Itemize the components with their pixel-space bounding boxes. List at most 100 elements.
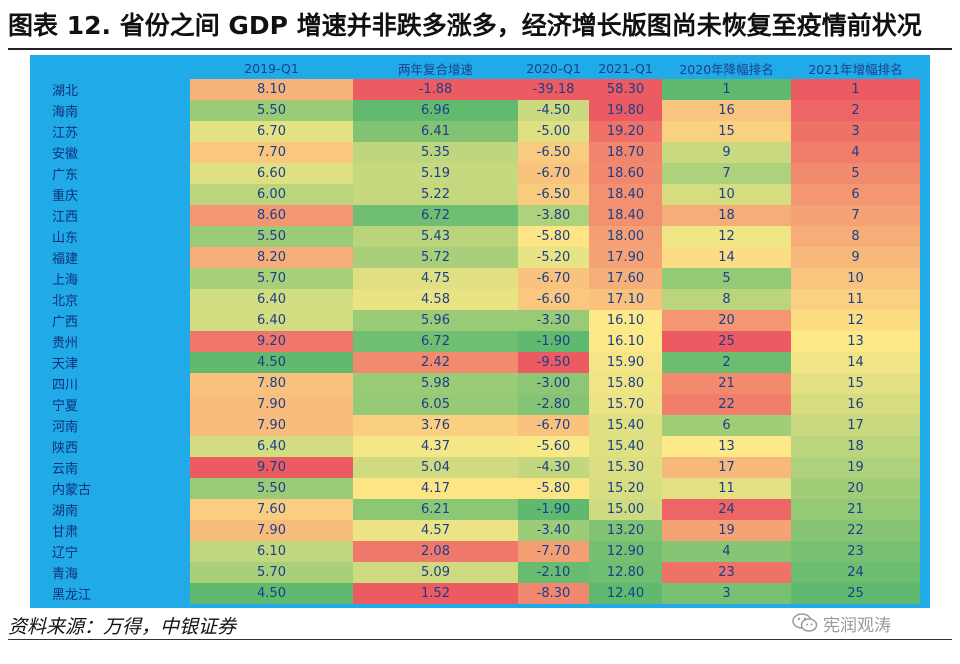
table-row: 安徽 7.70 5.35 -6.50 18.70 9 4 bbox=[50, 142, 920, 163]
rank-2020-drop-cell: 9 bbox=[662, 142, 791, 163]
title-rule bbox=[8, 48, 952, 50]
gdp-2021-q1-cell: 15.40 bbox=[589, 415, 662, 436]
gdp-2019-q1-cell: 6.00 bbox=[190, 184, 353, 205]
two-year-cagr-cell: 6.72 bbox=[353, 205, 518, 226]
gdp-2021-q1-cell: 15.80 bbox=[589, 373, 662, 394]
gdp-2020-q1-cell: -6.60 bbox=[518, 289, 589, 310]
province-cell: 贵州 bbox=[50, 331, 190, 352]
rank-2020-drop-cell: 7 bbox=[662, 163, 791, 184]
rank-2021-growth-cell: 13 bbox=[791, 331, 920, 352]
two-year-cagr-cell: 5.09 bbox=[353, 562, 518, 583]
province-cell: 青海 bbox=[50, 562, 190, 583]
province-cell: 山东 bbox=[50, 226, 190, 247]
province-cell: 江西 bbox=[50, 205, 190, 226]
rank-2020-drop-cell: 1 bbox=[662, 79, 791, 100]
gdp-2020-q1-cell: -4.30 bbox=[518, 457, 589, 478]
rank-2021-growth-cell: 10 bbox=[791, 268, 920, 289]
rank-2020-drop-cell: 24 bbox=[662, 499, 791, 520]
province-cell: 宁夏 bbox=[50, 394, 190, 415]
gdp-2019-q1-cell: 7.80 bbox=[190, 373, 353, 394]
province-cell: 安徽 bbox=[50, 142, 190, 163]
source-rule bbox=[8, 639, 952, 640]
table-row: 北京 6.40 4.58 -6.60 17.10 8 11 bbox=[50, 289, 920, 310]
rank-2020-drop-cell: 11 bbox=[662, 478, 791, 499]
rank-2020-drop-cell: 8 bbox=[662, 289, 791, 310]
gdp-2019-q1-cell: 6.10 bbox=[190, 541, 353, 562]
province-cell: 海南 bbox=[50, 100, 190, 121]
two-year-cagr-cell: 4.17 bbox=[353, 478, 518, 499]
rank-2021-growth-cell: 6 bbox=[791, 184, 920, 205]
gdp-2021-q1-cell: 17.60 bbox=[589, 268, 662, 289]
rank-2020-drop-cell: 23 bbox=[662, 562, 791, 583]
province-cell: 内蒙古 bbox=[50, 478, 190, 499]
province-cell: 黑龙江 bbox=[50, 583, 190, 604]
rank-2021-growth-cell: 8 bbox=[791, 226, 920, 247]
header-two-year-cagr: 两年复合增速 bbox=[353, 58, 518, 79]
gdp-2019-q1-cell: 8.20 bbox=[190, 247, 353, 268]
gdp-2020-q1-cell: -1.90 bbox=[518, 331, 589, 352]
header-2021-q1: 2021-Q1 bbox=[589, 58, 662, 79]
two-year-cagr-cell: 6.21 bbox=[353, 499, 518, 520]
two-year-cagr-cell: 3.76 bbox=[353, 415, 518, 436]
two-year-cagr-cell: 4.57 bbox=[353, 520, 518, 541]
province-cell: 重庆 bbox=[50, 184, 190, 205]
table-row: 广西 6.40 5.96 -3.30 16.10 20 12 bbox=[50, 310, 920, 331]
gdp-2019-q1-cell: 8.10 bbox=[190, 79, 353, 100]
gdp-2021-q1-cell: 13.20 bbox=[589, 520, 662, 541]
gdp-2021-q1-cell: 17.10 bbox=[589, 289, 662, 310]
gdp-2019-q1-cell: 5.50 bbox=[190, 478, 353, 499]
province-cell: 辽宁 bbox=[50, 541, 190, 562]
table-row: 海南 5.50 6.96 -4.50 19.80 16 2 bbox=[50, 100, 920, 121]
gdp-2021-q1-cell: 18.00 bbox=[589, 226, 662, 247]
figure-title: 图表 12. 省份之间 GDP 增速并非跌多涨多，经济增长版图尚未恢复至疫情前状… bbox=[8, 11, 922, 40]
gdp-2020-q1-cell: -2.80 bbox=[518, 394, 589, 415]
rank-2021-growth-cell: 19 bbox=[791, 457, 920, 478]
rank-2020-drop-cell: 10 bbox=[662, 184, 791, 205]
gdp-2019-q1-cell: 7.90 bbox=[190, 520, 353, 541]
wechat-icon bbox=[792, 613, 818, 632]
gdp-2019-q1-cell: 5.50 bbox=[190, 100, 353, 121]
header-row: 2019-Q1 两年复合增速 2020-Q1 2021-Q1 2020年降幅排名… bbox=[50, 58, 920, 79]
gdp-2020-q1-cell: -3.80 bbox=[518, 205, 589, 226]
table-row: 江西 8.60 6.72 -3.80 18.40 18 7 bbox=[50, 205, 920, 226]
header-2020-drop-rank: 2020年降幅排名 bbox=[662, 58, 791, 79]
table-row: 甘肃 7.90 4.57 -3.40 13.20 19 22 bbox=[50, 520, 920, 541]
gdp-2020-q1-cell: -1.90 bbox=[518, 499, 589, 520]
province-cell: 陕西 bbox=[50, 436, 190, 457]
gdp-2019-q1-cell: 6.40 bbox=[190, 436, 353, 457]
two-year-cagr-cell: 4.75 bbox=[353, 268, 518, 289]
two-year-cagr-cell: 5.19 bbox=[353, 163, 518, 184]
table-row: 湖南 7.60 6.21 -1.90 15.00 24 21 bbox=[50, 499, 920, 520]
table-row: 福建 8.20 5.72 -5.20 17.90 14 9 bbox=[50, 247, 920, 268]
two-year-cagr-cell: 1.52 bbox=[353, 583, 518, 604]
table-row: 上海 5.70 4.75 -6.70 17.60 5 10 bbox=[50, 268, 920, 289]
two-year-cagr-cell: 6.05 bbox=[353, 394, 518, 415]
gdp-2021-q1-cell: 17.90 bbox=[589, 247, 662, 268]
rank-2021-growth-cell: 15 bbox=[791, 373, 920, 394]
gdp-2020-q1-cell: -9.50 bbox=[518, 352, 589, 373]
gdp-2021-q1-cell: 15.20 bbox=[589, 478, 662, 499]
rank-2021-growth-cell: 18 bbox=[791, 436, 920, 457]
province-cell: 河南 bbox=[50, 415, 190, 436]
gdp-2019-q1-cell: 5.50 bbox=[190, 226, 353, 247]
gdp-2019-q1-cell: 6.70 bbox=[190, 121, 353, 142]
table-row: 贵州 9.20 6.72 -1.90 16.10 25 13 bbox=[50, 331, 920, 352]
gdp-2021-q1-cell: 16.10 bbox=[589, 331, 662, 352]
province-cell: 北京 bbox=[50, 289, 190, 310]
rank-2021-growth-cell: 16 bbox=[791, 394, 920, 415]
gdp-2021-q1-cell: 15.40 bbox=[589, 436, 662, 457]
two-year-cagr-cell: -1.88 bbox=[353, 79, 518, 100]
rank-2021-growth-cell: 9 bbox=[791, 247, 920, 268]
header-2021-growth-rank: 2021年增幅排名 bbox=[791, 58, 920, 79]
province-cell: 湖南 bbox=[50, 499, 190, 520]
table-row: 青海 5.70 5.09 -2.10 12.80 23 24 bbox=[50, 562, 920, 583]
gdp-2020-q1-cell: -8.30 bbox=[518, 583, 589, 604]
two-year-cagr-cell: 6.96 bbox=[353, 100, 518, 121]
gdp-2021-q1-cell: 18.70 bbox=[589, 142, 662, 163]
watermark: 宪润观涛 bbox=[792, 608, 891, 638]
table-row: 重庆 6.00 5.22 -6.50 18.40 10 6 bbox=[50, 184, 920, 205]
gdp-2021-q1-cell: 16.10 bbox=[589, 310, 662, 331]
gdp-2020-q1-cell: -6.50 bbox=[518, 184, 589, 205]
header-province bbox=[50, 58, 190, 79]
table-row: 四川 7.80 5.98 -3.00 15.80 21 15 bbox=[50, 373, 920, 394]
